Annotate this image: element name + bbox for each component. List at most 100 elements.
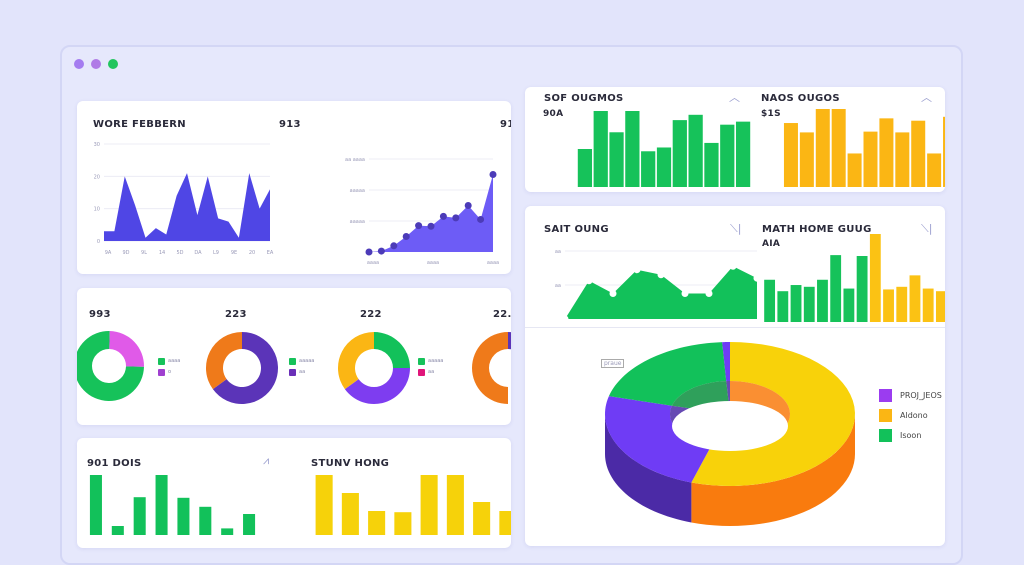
donut-slice — [205, 332, 242, 390]
legend-swatch-green — [879, 429, 892, 442]
legend-label: aaaa — [168, 358, 181, 364]
data-point — [477, 215, 485, 223]
bar — [473, 502, 491, 535]
area-chart-green: aa aa — [555, 249, 761, 323]
donut-slice — [109, 331, 144, 367]
x-tick-label: 9A — [105, 250, 112, 256]
donut-side — [691, 414, 855, 526]
legend-label: aaaaa — [299, 358, 315, 364]
y-tick-label: aa aaaa — [345, 157, 365, 163]
bar — [883, 289, 894, 322]
legend-label: aa — [299, 369, 306, 375]
bar — [656, 147, 672, 187]
bar — [394, 512, 412, 535]
bar-chart-green — [577, 111, 751, 187]
trend-icon[interactable]: ⩘ — [263, 454, 270, 467]
donut-top-slice — [722, 342, 730, 382]
data-point — [402, 233, 410, 240]
bar — [843, 288, 855, 322]
area-series — [565, 266, 757, 319]
bar — [764, 279, 776, 322]
divider — [525, 327, 945, 328]
card-title: 901 DOIS — [87, 458, 142, 469]
bar — [446, 475, 464, 535]
data-point — [585, 277, 593, 285]
bar-chart-mixed — [764, 234, 945, 322]
legend-swatch — [418, 358, 425, 365]
bar — [879, 118, 894, 187]
area-series — [104, 173, 270, 241]
bar — [896, 286, 908, 322]
bar — [199, 506, 212, 535]
bar — [911, 120, 926, 187]
donut-side — [605, 414, 692, 523]
x-tick-label: aaaa — [367, 260, 379, 266]
bar — [847, 153, 862, 187]
donut-chart-2 — [205, 332, 278, 404]
data-point — [681, 290, 689, 297]
bar — [922, 288, 934, 322]
window-dot-purple[interactable] — [74, 59, 84, 69]
bar — [155, 475, 168, 535]
x-tick-label: aaaa — [487, 260, 499, 266]
donut-slice — [508, 332, 511, 350]
donut-3d-chart — [605, 342, 855, 526]
card-donuts: 993 223 222 22. aaaa o aaaaa aa aaaaa aa — [77, 288, 511, 425]
card-value: 913 — [279, 119, 301, 130]
x-tick-label: EA — [267, 250, 274, 256]
bar — [720, 124, 735, 187]
card-overview: SAIT OUNG ⟍| MATH HOME GUUG AIA ⟍| aa aa … — [525, 206, 945, 546]
data-point — [633, 266, 641, 274]
x-tick-label: DA — [194, 250, 202, 256]
donut-label: 223 — [225, 309, 247, 320]
bar — [735, 121, 751, 187]
donut-chart-1 — [77, 331, 144, 401]
x-tick-label: 20 — [249, 250, 255, 256]
chevron-up-icon[interactable]: ︿ — [729, 91, 740, 104]
bar — [830, 255, 842, 322]
card-bottom-bars: 901 DOIS ⩘ STUNV HONG — [77, 438, 511, 548]
legend-label: PROJ_JEOS — [900, 391, 942, 400]
card-value-right: 91 — [500, 119, 511, 130]
bar — [803, 286, 815, 322]
bar — [790, 285, 802, 322]
bar — [895, 132, 910, 187]
window-dot-green[interactable] — [108, 59, 118, 69]
donut-slice — [338, 332, 374, 390]
x-tick-label: 9E — [231, 250, 237, 256]
trend-icon[interactable]: ⟍| — [921, 222, 933, 235]
card-title: MATH HOME GUUG — [762, 224, 872, 235]
bar — [909, 275, 921, 322]
data-point — [561, 315, 569, 323]
donut-top-slice — [605, 396, 712, 483]
bar — [243, 514, 256, 535]
x-tick-label: L9 — [213, 250, 219, 256]
bar — [856, 256, 868, 322]
card-title: STUNV HONG — [311, 458, 390, 469]
window-dot-violet[interactable] — [91, 59, 101, 69]
card-title: WORE FEBBERN — [93, 119, 186, 130]
legend-swatch — [289, 358, 296, 365]
bar — [815, 109, 830, 187]
bar — [783, 123, 798, 187]
donut-slice — [212, 332, 278, 404]
legend-swatch-orange — [879, 409, 892, 422]
chevron-up-icon[interactable]: ︿ — [921, 91, 932, 104]
data-point — [390, 242, 398, 250]
data-point — [489, 171, 497, 178]
legend-label: Isoon — [900, 431, 922, 440]
card-title: NAOS OUGOS — [761, 93, 840, 104]
data-point — [427, 222, 435, 230]
x-tick-label: 9L — [141, 250, 147, 256]
bar — [221, 528, 234, 535]
trend-icon[interactable]: ⟍| — [730, 222, 742, 235]
data-point — [609, 290, 617, 297]
legend-swatch — [418, 369, 425, 376]
bar — [704, 142, 719, 187]
data-point — [705, 290, 713, 297]
legend-swatch — [158, 369, 165, 376]
data-point — [753, 274, 761, 282]
bar — [499, 511, 511, 535]
data-point — [439, 212, 447, 220]
